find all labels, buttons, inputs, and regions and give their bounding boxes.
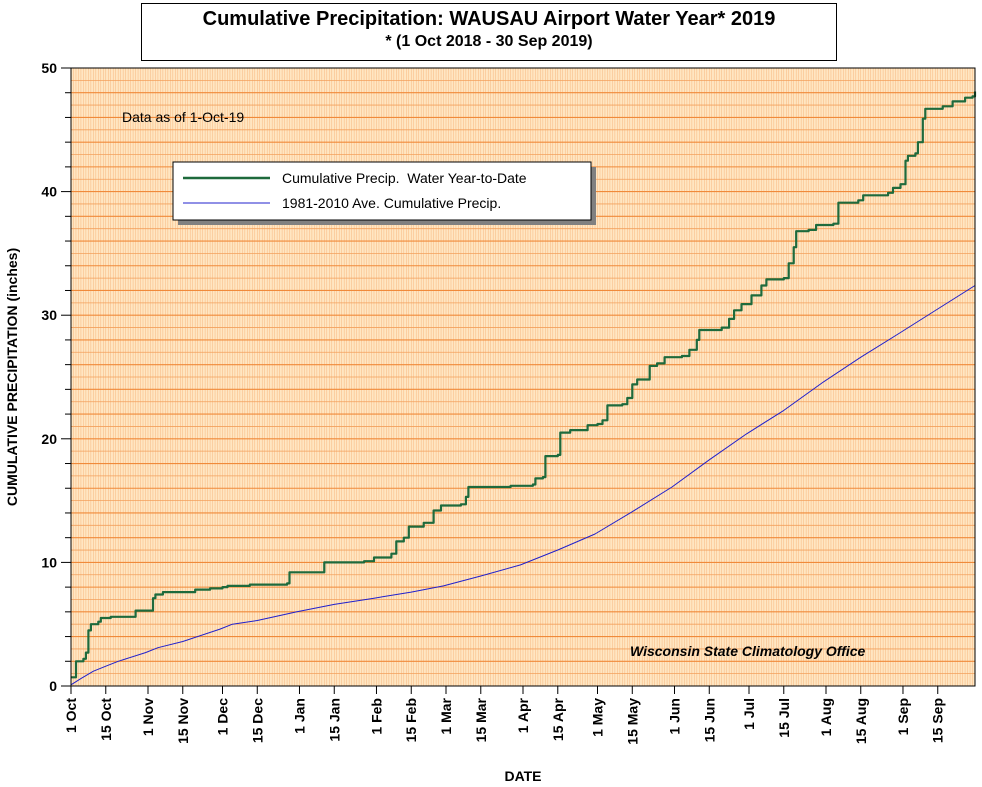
x-tick-label: 1 Jun	[667, 698, 683, 735]
source-annotation: Wisconsin State Climatology Office	[630, 643, 866, 659]
chart-subtitle: * (1 Oct 2018 - 30 Sep 2019)	[385, 33, 593, 50]
legend-label-average: 1981-2010 Ave. Cumulative Precip.	[282, 195, 501, 211]
x-tick-label: 15 Aug	[853, 698, 869, 744]
average-precip-line	[70, 285, 976, 686]
axes: 0 10 20 30 40 50 1 Oct 15 Oct 1 Nov 15 Nov 1 Dec 15…	[41, 60, 976, 745]
y-axis-label: CUMULATIVE PRECIPITATION (inches)	[4, 248, 20, 506]
x-tick-label: 1 May	[590, 698, 606, 737]
x-tick-label: 15 Nov	[175, 698, 191, 744]
x-tick-label: 1 Sep	[895, 698, 911, 735]
legend-label-actual: Cumulative Precip. Water Year-to-Date	[282, 170, 527, 186]
x-tick-label: 1 Nov	[140, 698, 156, 736]
x-tick-label: 1 Mar	[438, 697, 454, 734]
x-tick-label: 1 Jul	[741, 698, 757, 730]
x-tick-label: 1 Jan	[292, 698, 308, 734]
x-tick-label: 15 Oct	[98, 698, 114, 741]
chart-title: Cumulative Precipitation: WAUSAU Airport…	[202, 8, 776, 30]
y-tick-label: 50	[41, 60, 57, 76]
x-tick-label: 1 Dec	[215, 698, 231, 736]
actual-precip-line	[71, 91, 977, 679]
y-tick-label: 40	[41, 184, 57, 200]
x-tick-label: 1 Apr	[515, 697, 531, 733]
data-as-of-label: Data as of 1-Oct-19	[122, 109, 244, 125]
x-tick-label: 15 Mar	[473, 697, 489, 742]
x-axis-label: DATE	[504, 768, 541, 784]
y-tick-label: 10	[41, 554, 57, 570]
y-tick-label: 20	[41, 431, 57, 447]
x-tick-label: 15 Sep	[930, 698, 946, 743]
y-tick-label: 0	[49, 678, 57, 694]
average-series-group	[70, 285, 976, 686]
x-tick-label: 15 Dec	[249, 698, 265, 743]
legend-box	[172, 161, 592, 221]
x-tick-label: 1 Aug	[818, 698, 834, 736]
x-tick-label: 1 Oct	[63, 698, 79, 733]
x-tick-label: 15 Feb	[403, 698, 419, 742]
legend: Cumulative Precip. Water Year-to-Date 19…	[172, 161, 596, 225]
x-tick-label: 15 May	[624, 698, 640, 745]
x-tick-label: 15 Jul	[776, 698, 792, 738]
x-tick-label: 15 Apr	[550, 697, 566, 741]
chart-title-box: Cumulative Precipitation: WAUSAU Airport…	[141, 3, 837, 61]
actual-series-group	[71, 91, 977, 679]
x-tick-label: 15 Jan	[326, 698, 342, 742]
y-tick-label: 30	[41, 307, 57, 323]
x-tick-label: 15 Jun	[701, 698, 717, 742]
x-tick-label: 1 Feb	[369, 698, 385, 735]
